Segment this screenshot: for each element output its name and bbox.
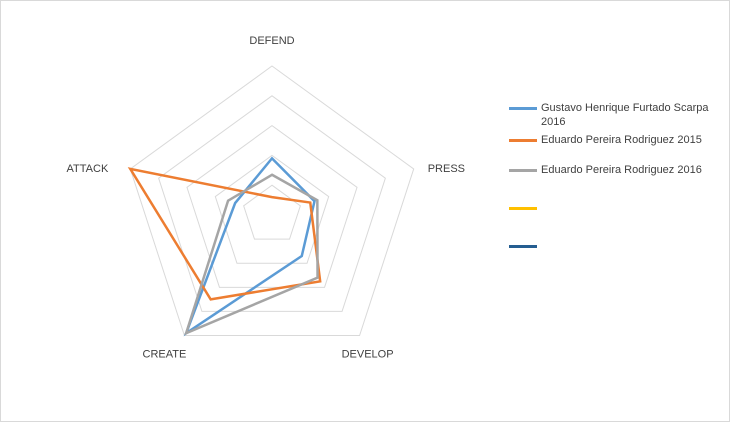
- legend-label-3: Eduardo Pereira Rodriguez 2016: [541, 164, 702, 176]
- series-line-3: [184, 173, 319, 336]
- legend-item-5: [505, 239, 727, 253]
- radar-chart: DEFEND PRESS DEVELOP CREATE ATTACK: [67, 35, 465, 361]
- chart-legend: Gustavo Henrique Furtado Scarpa 2016 Edua…: [505, 101, 727, 253]
- grid-ring-2: [214, 154, 330, 264]
- legend-item-2: Eduardo Pereira Rodriguez 2015: [505, 133, 727, 147]
- legend-item-4: [505, 201, 727, 215]
- legend-label-2: Eduardo Pereira Rodriguez 2015: [541, 134, 702, 146]
- series-line-2: [127, 167, 322, 301]
- grid-ring-3: [186, 124, 358, 288]
- legend-item-3: Eduardo Pereira Rodriguez 2016: [505, 163, 727, 177]
- legend-label-1: Gustavo Henrique Furtado Scarpa 2016: [541, 102, 709, 128]
- legend-swatch-2: [509, 139, 537, 142]
- legend-swatch-1: [509, 107, 537, 110]
- legend-swatch-3: [509, 169, 537, 172]
- legend-item-1: Gustavo Henrique Furtado Scarpa 2016: [505, 101, 727, 129]
- axis-label-create: CREATE: [143, 349, 187, 361]
- axis-label-defend: DEFEND: [249, 35, 294, 47]
- axis-label-attack: ATTACK: [67, 163, 109, 175]
- legend-swatch-4: [509, 207, 537, 210]
- grid-ring-1: [243, 184, 301, 240]
- axis-label-press: PRESS: [428, 163, 465, 175]
- legend-swatch-5: [509, 245, 537, 248]
- grid-ring-4: [158, 95, 386, 312]
- axis-label-develop: DEVELOP: [342, 349, 394, 361]
- grid-ring-5: [129, 65, 415, 337]
